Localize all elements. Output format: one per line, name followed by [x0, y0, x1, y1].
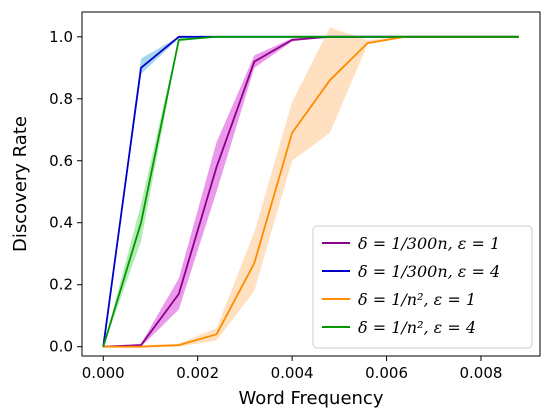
x-tick-label: 0.006 — [365, 364, 408, 382]
x-axis-ticks: 0.000 0.002 0.004 0.006 0.008 — [82, 356, 503, 382]
y-tick-label: 0.0 — [49, 338, 73, 356]
legend: δ = 1/300n, ε = 1 δ = 1/300n, ε = 4 δ = 1/… — [312, 225, 533, 349]
y-tick-label: 0.6 — [49, 152, 73, 170]
x-tick-label: 0.008 — [460, 364, 503, 382]
series-3-line — [102, 35, 519, 347]
x-tick-label: 0.004 — [271, 364, 314, 382]
x-axis-label: Word Frequency — [239, 388, 384, 408]
y-axis-label: Discovery Rate — [10, 116, 31, 252]
confidence-bands — [103, 27, 519, 347]
series-1-band — [103, 36, 519, 347]
legend-label-2: δ = 1/n², ε = 1 — [358, 290, 476, 309]
y-tick-label: 1.0 — [49, 28, 73, 46]
y-tick-label: 0.8 — [49, 90, 73, 108]
series-lines — [102, 35, 519, 348]
legend-label-0: δ = 1/300n, ε = 1 — [358, 234, 500, 253]
x-tick-label: 0.002 — [176, 364, 219, 382]
y-axis-ticks: 0.0 0.2 0.4 0.6 0.8 1.0 — [49, 28, 82, 356]
series-2-band — [103, 27, 519, 347]
legend-frame — [312, 225, 533, 349]
y-tick-label: 0.2 — [49, 276, 73, 294]
legend-label-3: δ = 1/n², ε = 4 — [358, 318, 476, 337]
legend-label-1: δ = 1/300n, ε = 4 — [358, 262, 500, 281]
plot-frame — [81, 11, 541, 357]
y-tick-label: 0.4 — [49, 214, 73, 232]
x-tick-label: 0.000 — [82, 364, 125, 382]
